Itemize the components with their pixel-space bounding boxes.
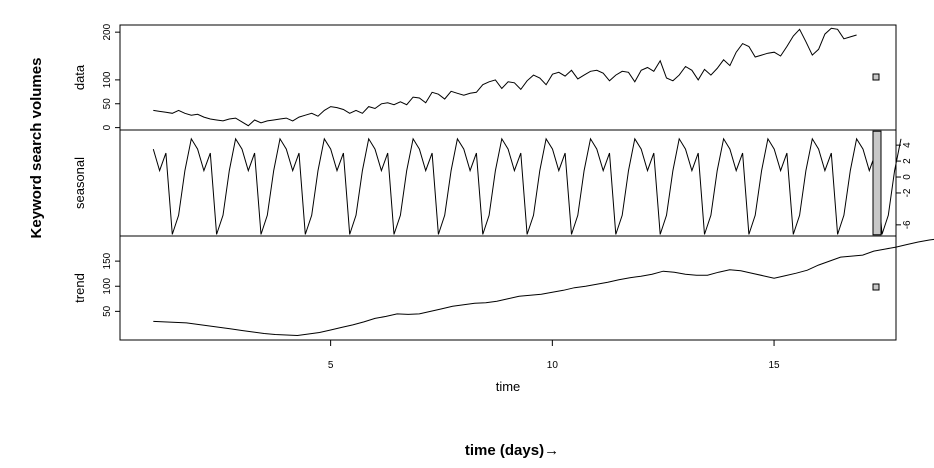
panel-label-trend: trend [72, 273, 87, 303]
y-tick-label: 50 [102, 305, 113, 317]
range-bar-data [872, 73, 880, 81]
y-tick-label: 100 [102, 277, 113, 294]
panel-frame [119, 24, 897, 131]
panel-frame [119, 129, 897, 237]
x-tick-label: 10 [547, 360, 559, 371]
y-tick-label: 0 [902, 174, 913, 180]
y-tick-label: 4 [902, 142, 913, 148]
panel-label-seasonal: seasonal [72, 157, 87, 209]
outer-y-axis-label: Keyword search volumes [28, 58, 45, 239]
panel-frame [119, 235, 897, 341]
range-bar-seasonal [872, 130, 882, 236]
x-tick-label: 15 [768, 360, 780, 371]
panel-data: 0 50 100 200 data [72, 23, 897, 131]
y-tick-label: 50 [102, 98, 113, 110]
x-axis-label: time [496, 379, 521, 394]
y-tick-label: -6 [902, 220, 913, 229]
y-tick-label: 150 [102, 252, 113, 269]
y-tick-label: 0 [102, 124, 113, 130]
y-tick-label: 2 [902, 158, 913, 164]
y-tick-label: 200 [102, 23, 113, 40]
y-tick-label: 100 [102, 71, 113, 88]
x-axis: 5 10 15 [328, 340, 780, 371]
series-line-data [153, 27, 857, 127]
outer-x-axis-label: time (days)→ [465, 442, 559, 459]
panel-label-data: data [72, 64, 87, 90]
series-line-trend [153, 238, 934, 337]
panels-group: 0 50 100 200 data -6 -2 0 2 4 seasonal 50 100 150 tren… [72, 23, 934, 371]
x-tick-label: 5 [328, 360, 334, 371]
series-line-seasonal [152, 137, 902, 235]
range-bar-trend [872, 283, 880, 291]
panel-seasonal: -6 -2 0 2 4 seasonal [72, 129, 913, 237]
panel-trend: 50 100 150 trend [72, 235, 934, 341]
y-tick-label: -2 [902, 188, 913, 197]
